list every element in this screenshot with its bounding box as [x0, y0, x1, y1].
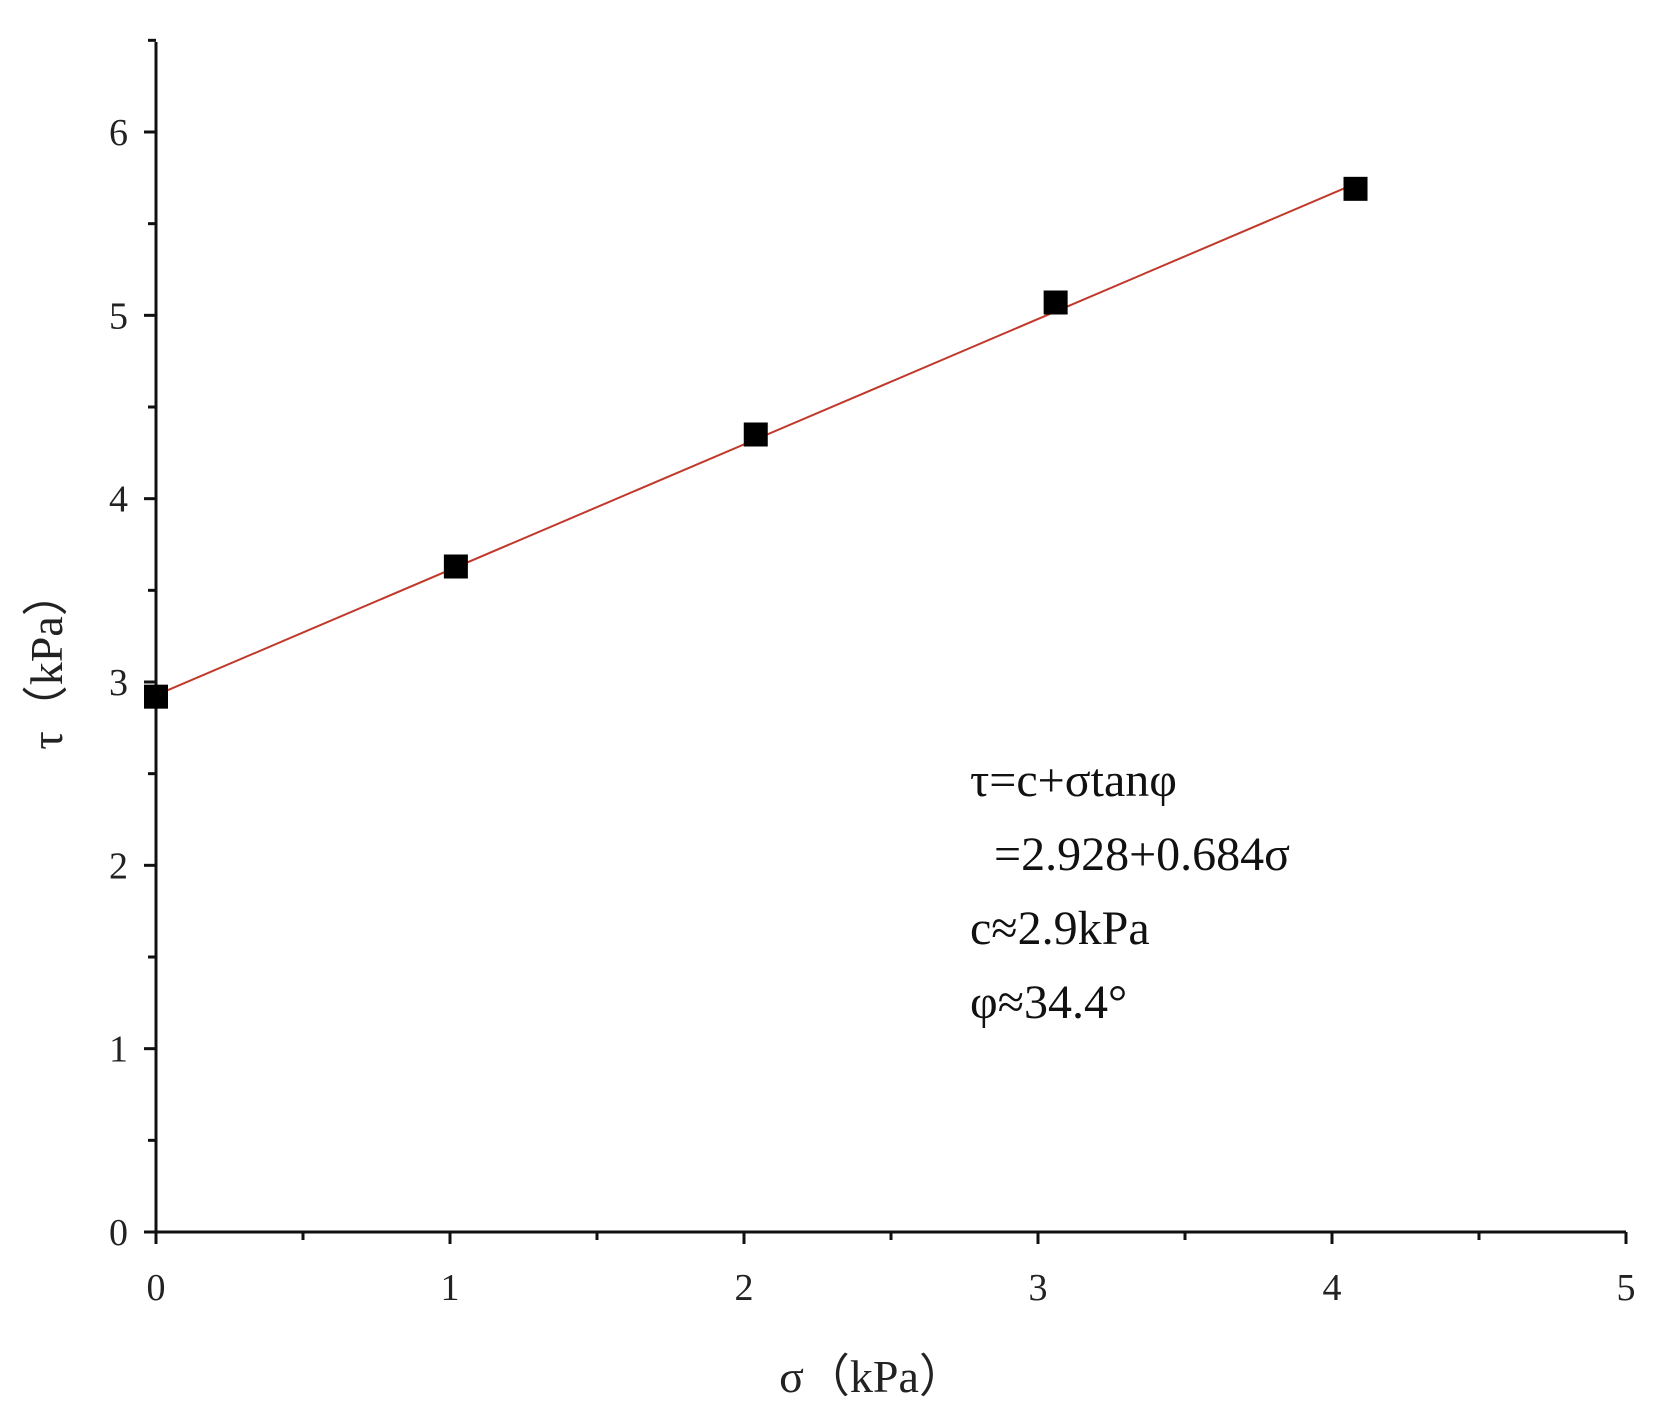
equation-annotation: τ=c+σtanφ =2.928+0.684σ c≈2.9kPa φ≈34.4°: [970, 754, 1290, 1029]
annotation-line-1: τ=c+σtanφ: [970, 754, 1177, 807]
data-point: [443, 554, 468, 579]
axes: [154, 42, 1626, 1234]
y-tick-label: 2: [109, 845, 128, 887]
data-points: [144, 176, 1368, 709]
y-tick-label: 6: [109, 112, 128, 154]
y-axis-label: τ（kPa）: [21, 570, 72, 750]
y-tick-label: 3: [109, 662, 128, 704]
annotation-line-2: =2.928+0.684σ: [970, 828, 1290, 881]
data-point: [144, 684, 168, 709]
data-point: [1043, 290, 1068, 315]
y-tick-label: 1: [109, 1029, 128, 1071]
x-axis-label: σ（kPa）: [779, 1351, 965, 1402]
x-tick-label: 2: [735, 1267, 754, 1309]
y-tick-label: 5: [109, 295, 128, 337]
x-tick-label: 3: [1029, 1267, 1048, 1309]
data-point: [743, 422, 768, 447]
annotation-line-3: c≈2.9kPa: [970, 902, 1150, 955]
x-tick-label: 0: [147, 1267, 166, 1309]
x-axis-ticks: 0 1 2 3 4 5: [147, 1232, 1636, 1309]
x-tick-label: 4: [1323, 1267, 1342, 1309]
y-tick-label: 0: [109, 1212, 128, 1254]
x-tick-label: 5: [1617, 1267, 1636, 1309]
y-axis-ticks: 0 1 2 3 4 5 6: [109, 38, 156, 1254]
annotation-line-4: φ≈34.4°: [970, 976, 1127, 1029]
data-point: [1343, 176, 1368, 201]
x-tick-label: 1: [441, 1267, 460, 1309]
y-tick-label: 4: [109, 479, 128, 521]
